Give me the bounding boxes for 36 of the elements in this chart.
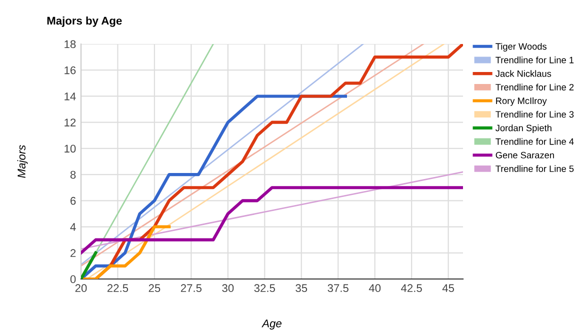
x-tick-label: 22.5	[107, 284, 128, 292]
x-tick-label: 42.5	[401, 284, 422, 292]
legend-label: Gene Sarazen	[496, 152, 554, 158]
x-tick-label: 20	[75, 284, 87, 292]
x-tick-label: 32.5	[254, 284, 275, 292]
y-tick-label: 6	[70, 196, 76, 205]
x-tick-label: 40	[368, 284, 381, 292]
x-tick-label: 37.5	[328, 284, 348, 292]
legend-label: Trendline for Line 1	[496, 56, 574, 64]
legend-label: Trendline for Line 2	[496, 84, 574, 90]
legend-label: Trendline for Line 3	[496, 110, 574, 118]
x-tick-label: 30	[222, 284, 234, 292]
line-series	[81, 186, 463, 254]
x-tick-label: 27.5	[180, 284, 202, 292]
y-tick-label: 10	[64, 144, 76, 153]
y-tick-label: 4	[70, 223, 76, 231]
y-axis-title: Majors	[17, 145, 28, 178]
y-tick-label: 16	[64, 66, 76, 74]
y-tick-label: 12	[64, 118, 76, 126]
x-axis-title: Age	[262, 320, 282, 330]
legend-label: Jordan Spieth	[496, 124, 552, 134]
y-tick-label: 14	[64, 92, 76, 100]
legend-label: Rory McIlroy	[496, 97, 547, 106]
y-tick-label: 2	[70, 249, 76, 257]
line-series	[81, 225, 171, 279]
y-tick-label: 0	[70, 275, 76, 284]
legend-label: Trendline for Line 5	[496, 165, 574, 172]
legend-label: Jack Nicklaus	[496, 70, 552, 77]
y-tick-label: 8	[70, 170, 76, 179]
legend-label: Tiger Woods	[496, 42, 547, 52]
chart-title: Majors by Age	[47, 16, 122, 27]
x-tick-label: 25	[148, 284, 160, 292]
legend-label: Trendline for Line 4	[496, 138, 574, 145]
x-tick-label: 45	[442, 284, 454, 292]
y-tick-label: 18	[64, 40, 76, 48]
x-tick-label: 35	[296, 284, 308, 292]
